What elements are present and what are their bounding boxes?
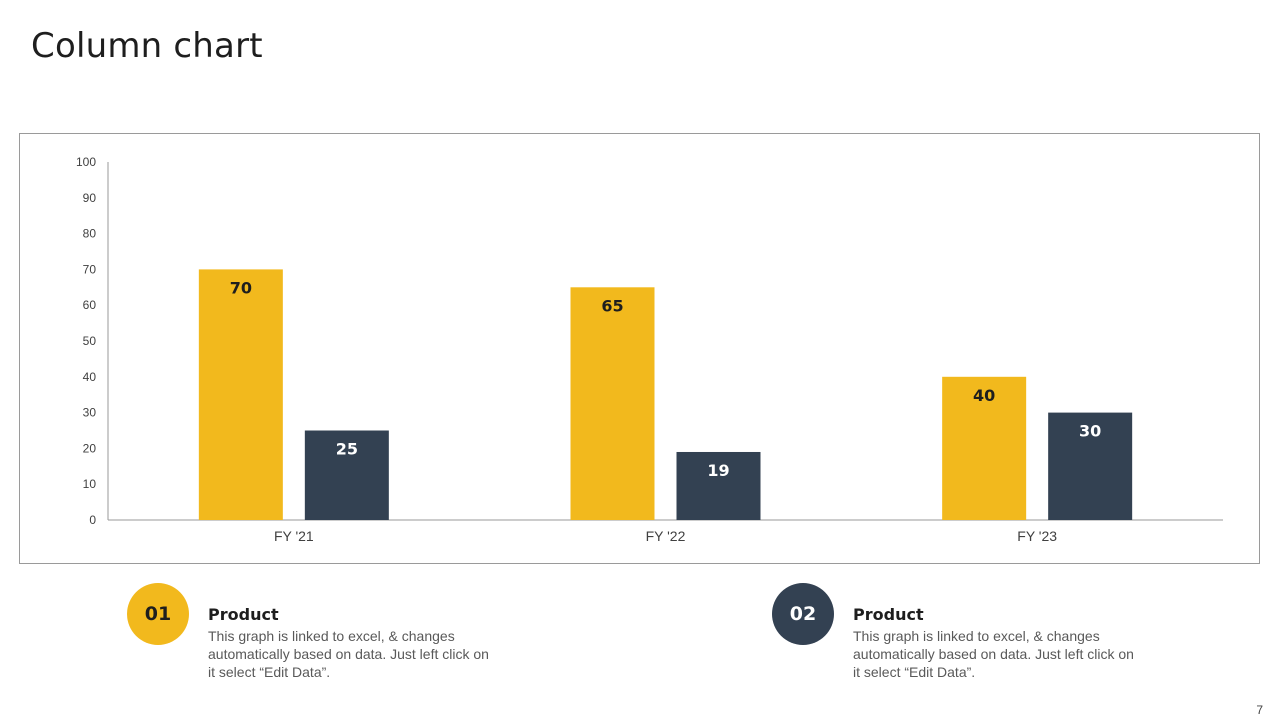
y-tick-label-40: 40 — [83, 370, 97, 384]
bar-series-2-2 — [1048, 412, 1133, 520]
slide-title: Column chart — [31, 26, 263, 66]
y-tick-label-70: 70 — [83, 262, 97, 276]
data-label-series-1-1: 65 — [601, 296, 623, 315]
page-number: 7 — [1256, 703, 1263, 717]
chart-frame[interactable]: 0 10 20 30 40 50 60 70 80 90 100 70 25 FY '21 65 19 FY '… — [19, 133, 1260, 564]
y-tick-label-10: 10 — [83, 477, 97, 491]
y-tick-label-90: 90 — [83, 191, 97, 205]
data-label-series-1-2: 40 — [973, 386, 995, 405]
y-tick-label-0: 0 — [89, 513, 96, 527]
data-label-series-2-0: 25 — [336, 440, 358, 459]
legend-badge-01: 01 — [127, 583, 189, 645]
data-label-series-2-1: 19 — [707, 461, 729, 480]
x-tick-label-1: FY '22 — [646, 528, 686, 544]
data-label-series-2-2: 30 — [1079, 422, 1101, 441]
legend-title-01: Product — [208, 605, 279, 624]
x-tick-label-0: FY '21 — [274, 528, 314, 544]
y-tick-label-50: 50 — [83, 334, 97, 348]
bar-series-2-0 — [304, 430, 389, 520]
legend-description-01: This graph is linked to excel, & changes… — [208, 628, 489, 680]
bar-series-1-1 — [570, 287, 655, 520]
y-tick-label-100: 100 — [76, 155, 96, 169]
legend-badge-02: 02 — [772, 583, 834, 645]
y-tick-label-30: 30 — [83, 406, 97, 420]
y-tick-label-20: 20 — [83, 441, 97, 455]
x-tick-label-2: FY '23 — [1017, 528, 1057, 544]
bar-series-2-1 — [676, 451, 761, 520]
legend-description-02: This graph is linked to excel, & changes… — [853, 628, 1134, 680]
data-label-series-1-0: 70 — [230, 278, 252, 297]
bar-series-1-2 — [942, 376, 1027, 520]
legend-title-02: Product — [853, 605, 924, 624]
y-tick-label-60: 60 — [83, 298, 97, 312]
y-tick-label-80: 80 — [83, 227, 97, 241]
bar-series-1-0 — [198, 269, 283, 520]
column-chart: 0 10 20 30 40 50 60 70 80 90 100 70 25 FY '21 65 19 FY '… — [76, 155, 1223, 544]
